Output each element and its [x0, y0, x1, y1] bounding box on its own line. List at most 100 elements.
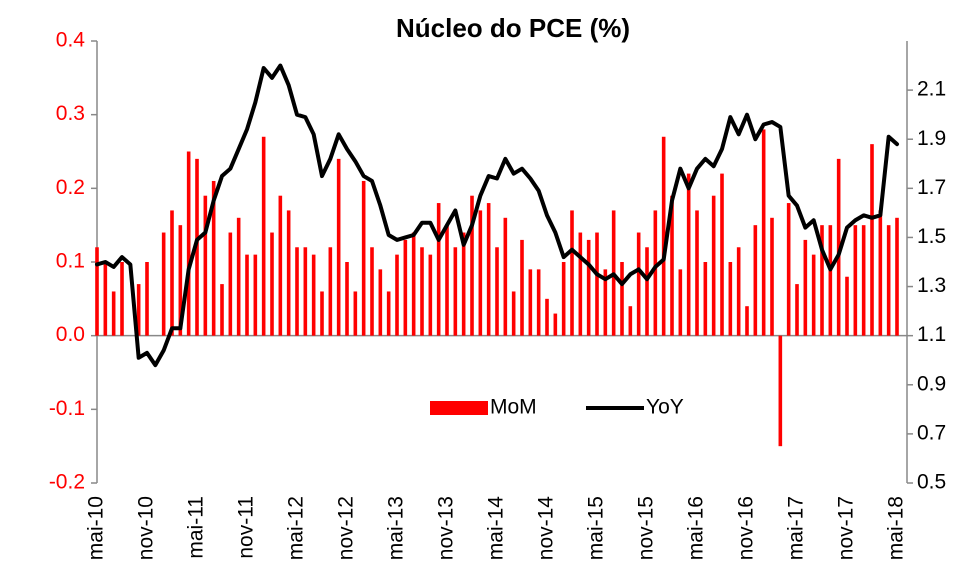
x-tick-label: nov-14 [535, 496, 558, 561]
bar [586, 239, 591, 336]
bar [753, 225, 758, 336]
bar [853, 225, 858, 336]
y-tick-label: -0.2 [49, 471, 85, 494]
bar [553, 313, 558, 336]
bar [670, 195, 674, 336]
x-tick-label: nov-10 [135, 496, 158, 560]
bar [178, 225, 183, 336]
x-tick-label: mai-13 [385, 496, 408, 560]
bar [536, 269, 541, 336]
bar [328, 247, 333, 336]
bar [136, 284, 141, 336]
bar [736, 247, 741, 336]
y2-tick-label: 1.1 [917, 323, 946, 346]
bar [303, 247, 308, 336]
bar [595, 232, 599, 336]
bar [695, 210, 699, 336]
y2-tick-label: 1.5 [917, 225, 946, 248]
bar [470, 195, 474, 336]
bar [211, 180, 216, 336]
bar [711, 195, 716, 336]
bar [870, 144, 874, 336]
bar [795, 284, 799, 336]
x-tick-label: mai-14 [485, 496, 508, 561]
bar [228, 232, 233, 336]
bar [103, 262, 108, 336]
x-tick-label: mai-18 [885, 496, 908, 560]
bar [786, 203, 791, 336]
bar [145, 262, 149, 336]
bar [745, 306, 749, 336]
bar [170, 210, 174, 336]
bar [645, 247, 649, 336]
y2-tick-label: 0.9 [917, 372, 946, 395]
bar [478, 210, 483, 336]
bar [561, 262, 566, 336]
bar [495, 247, 499, 336]
y2-tick-label: 0.7 [917, 421, 946, 444]
bar [845, 276, 849, 336]
bar [578, 232, 583, 336]
bar [453, 247, 458, 336]
bar [428, 254, 433, 336]
bar [678, 269, 683, 336]
bar [770, 217, 774, 336]
bar [345, 262, 349, 336]
y2-tick-label: 1.3 [917, 274, 946, 297]
bar [570, 210, 574, 336]
y-tick-label: -0.1 [49, 397, 85, 420]
bar [270, 232, 274, 336]
y2-tick-label: 0.5 [917, 471, 946, 494]
bar [286, 210, 291, 336]
bar [811, 254, 816, 336]
y-tick-label: 0.2 [56, 176, 85, 199]
bar [461, 232, 466, 336]
y-tick-label: 0.4 [56, 29, 86, 52]
bar [311, 254, 316, 336]
y-tick-label: 0.1 [56, 250, 85, 273]
x-tick-label: mai-12 [285, 496, 308, 560]
bar [253, 254, 258, 336]
x-tick-label: mai-15 [585, 496, 608, 560]
y2-tick-label: 1.9 [917, 127, 946, 150]
bar [386, 291, 391, 336]
x-tick-label: nov-16 [735, 496, 758, 560]
bar [828, 225, 833, 336]
bar [353, 291, 358, 336]
y2-tick-label: 2.1 [917, 78, 946, 101]
bar [486, 203, 491, 336]
bar [95, 247, 99, 336]
bar [686, 173, 691, 336]
bar [703, 262, 708, 336]
line [95, 63, 899, 368]
bar [545, 298, 549, 336]
bar [403, 239, 408, 336]
bar [295, 247, 299, 336]
bar [620, 262, 624, 336]
bar [803, 239, 808, 336]
bar [245, 254, 249, 336]
bar [728, 262, 733, 336]
bar [628, 306, 633, 336]
y-tick-label: 0.0 [56, 323, 85, 346]
x-tick-label: mai-10 [85, 496, 108, 560]
chart-title: Núcleo do PCE (%) [396, 13, 630, 43]
x-tick-label: mai-11 [185, 496, 208, 559]
y-tick-label: 0.3 [56, 102, 85, 125]
bar [778, 335, 783, 447]
bar [436, 203, 441, 336]
x-tick-label: mai-17 [785, 496, 808, 560]
bar [653, 210, 658, 336]
bar [836, 158, 841, 336]
bar [761, 129, 766, 336]
bar [820, 225, 824, 336]
bar [861, 225, 866, 336]
bar [236, 217, 241, 336]
bar [503, 217, 508, 336]
bar [120, 262, 124, 336]
y2-tick-label: 1.7 [917, 176, 946, 199]
bar [195, 158, 199, 336]
bar [361, 180, 366, 336]
legend-label: YoY [646, 396, 684, 419]
legend-swatch [430, 401, 488, 415]
